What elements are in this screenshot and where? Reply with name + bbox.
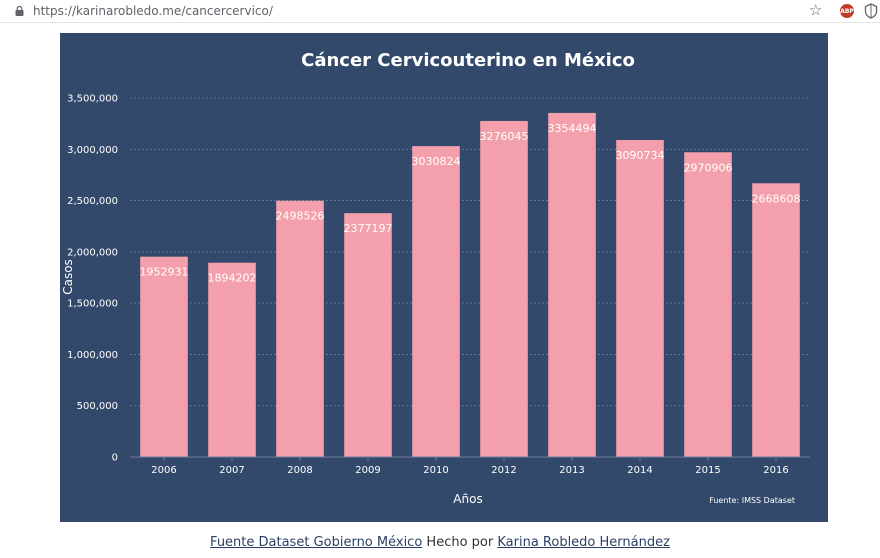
bar <box>344 213 392 457</box>
y-tick-label: 2,000,000 <box>67 247 118 258</box>
shield-icon[interactable] <box>864 3 878 19</box>
y-tick-label: 0 <box>112 453 118 464</box>
bar <box>684 152 732 457</box>
bar-data-label: 3090734 <box>616 149 665 162</box>
x-axis-label: Años <box>453 492 482 506</box>
bar <box>140 256 188 457</box>
chart-panel: 0 500,000 1,000,000 1,500,000 2,000,000 2,500… <box>60 33 828 522</box>
bar <box>616 139 664 457</box>
bar-chart: 0 500,000 1,000,000 1,500,000 2,000,000 2,500… <box>61 50 810 506</box>
x-axis-ticks: 2006 2007 2008 2009 2010 2012 2013 2014 2015 2016 <box>151 457 789 476</box>
bar-data-label: 3354494 <box>548 122 597 135</box>
x-tick-label: 2016 <box>763 465 788 476</box>
lock-icon <box>15 6 24 16</box>
bar-data-label: 2668608 <box>752 192 801 205</box>
x-tick-label: 2013 <box>559 465 584 476</box>
bar-data-label: 2970906 <box>684 161 733 174</box>
chart-title: Cáncer Cervicouterino en México <box>301 50 635 71</box>
url-text[interactable]: https://karinarobledo.me/cancercervico/ <box>33 4 273 18</box>
x-tick-label: 2009 <box>355 465 380 476</box>
x-tick-label: 2015 <box>695 465 720 476</box>
y-tick-label: 2,500,000 <box>67 196 118 207</box>
y-tick-label: 500,000 <box>77 401 118 412</box>
made-by-text: Hecho por <box>426 535 494 550</box>
star-icon[interactable]: ☆ <box>809 2 823 19</box>
source-note: Fuente: IMSS Dataset <box>709 496 795 505</box>
y-tick-label: 1,000,000 <box>67 350 118 361</box>
abp-icon[interactable]: ABP <box>840 4 854 18</box>
y-tick-label: 1,500,000 <box>67 299 118 310</box>
footer: Fuente Dataset Gobierno México Hecho por… <box>0 535 880 550</box>
y-axis-label: Casos <box>61 259 75 295</box>
bar <box>276 200 324 457</box>
bar-data-label: 3276045 <box>480 130 529 143</box>
x-tick-label: 2012 <box>491 465 516 476</box>
x-tick-label: 2010 <box>423 465 448 476</box>
address-bar[interactable]: https://karinarobledo.me/cancercervico/ … <box>0 0 880 23</box>
author-link[interactable]: Karina Robledo Hernández <box>497 535 670 550</box>
bars: 1952931 1894202 2498526 2377197 3030824 32760… <box>140 112 801 458</box>
bar <box>752 183 800 457</box>
x-tick-label: 2008 <box>287 465 312 476</box>
x-tick-label: 2006 <box>151 465 176 476</box>
bar <box>548 112 596 458</box>
y-tick-label: 3,500,000 <box>67 94 118 105</box>
bar-data-label: 2498526 <box>276 210 325 223</box>
bar-data-label: 2377197 <box>344 222 393 235</box>
bar <box>208 262 256 457</box>
x-tick-label: 2014 <box>627 465 652 476</box>
y-tick-label: 3,000,000 <box>67 145 118 156</box>
bar-data-label: 3030824 <box>412 155 461 168</box>
bar-data-label: 1952931 <box>140 266 189 279</box>
bar <box>480 120 528 458</box>
y-axis-ticks: 0 500,000 1,000,000 1,500,000 2,000,000 2,500… <box>67 94 118 464</box>
x-tick-label: 2007 <box>219 465 244 476</box>
dataset-source-link[interactable]: Fuente Dataset Gobierno México <box>210 535 423 550</box>
bar <box>412 146 460 457</box>
bar-data-label: 1894202 <box>208 272 257 285</box>
